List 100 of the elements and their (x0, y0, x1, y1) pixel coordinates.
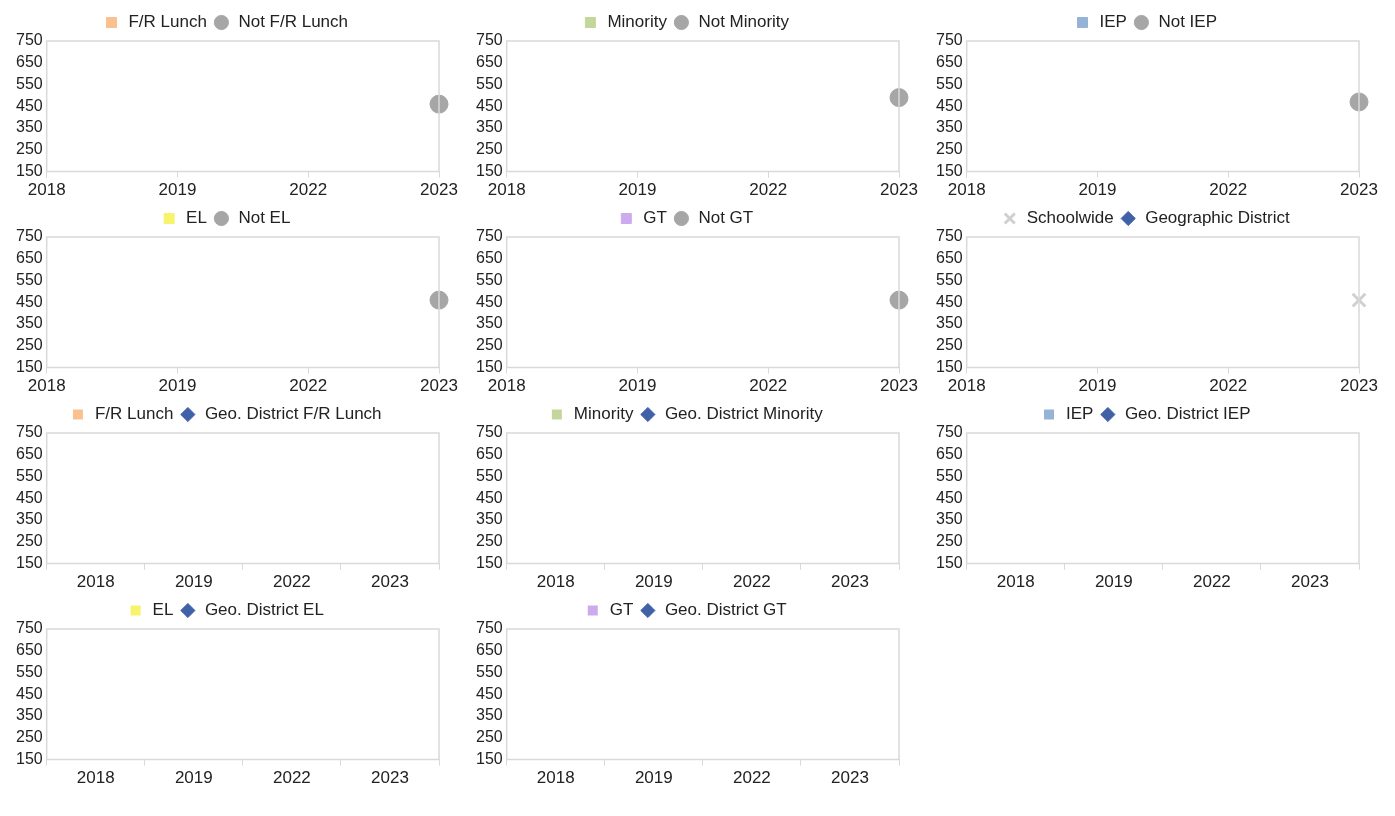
x-tick-label: 2022 (272, 572, 311, 592)
y-tick-label: 350 (935, 510, 963, 528)
y-tick-label: 350 (935, 314, 963, 332)
y-tick-label: 150 (15, 162, 43, 180)
legend-label: Geographic District (1145, 208, 1291, 228)
x-tick-label: 2018 (76, 768, 115, 788)
legend-label: EL (186, 208, 207, 228)
x-tick-label: 2018 (487, 376, 526, 396)
x-tick-label: 2022 (1192, 572, 1231, 592)
legend-label: Geo. District GT (664, 600, 787, 620)
legend-label: Geo. District Minority (664, 404, 824, 424)
y-tick-label: 550 (15, 270, 43, 288)
y-tick-label: 550 (475, 466, 503, 484)
x-tick-label: 2018 (27, 180, 66, 200)
legend-label: GT (643, 208, 667, 228)
x-tick-label: 2018 (996, 572, 1035, 592)
legend-label: Not GT (698, 208, 754, 228)
x-tick-label: 2019 (174, 572, 213, 592)
y-tick-label: 550 (475, 662, 503, 680)
y-tick-label: 450 (15, 684, 43, 702)
x-tick-label: 2022 (732, 572, 771, 592)
y-tick-label: 650 (475, 641, 503, 659)
y-tick-label: 750 (935, 423, 963, 441)
x-tick-label: 2022 (289, 180, 328, 200)
y-tick-label: 450 (15, 488, 43, 506)
y-tick-label: 550 (15, 74, 43, 92)
y-tick-label: 650 (935, 249, 963, 267)
legend-label: Not Minority (698, 12, 790, 32)
legend-label: Not IEP (1158, 12, 1217, 32)
y-tick-label: 150 (15, 750, 43, 768)
y-tick-label: 250 (15, 532, 43, 550)
y-tick-label: 250 (935, 336, 963, 354)
y-tick-label: 350 (475, 314, 503, 332)
x-tick-label: 2022 (1209, 180, 1248, 200)
x-tick-label: 2023 (371, 768, 409, 788)
y-tick-label: 650 (15, 641, 43, 659)
y-tick-label: 150 (475, 554, 503, 572)
y-tick-label: 550 (935, 270, 963, 288)
y-tick-label: 750 (935, 227, 963, 245)
y-tick-label: 250 (475, 336, 503, 354)
y-tick-label: 750 (475, 619, 503, 637)
y-tick-label: 250 (15, 728, 43, 746)
y-tick-label: 250 (475, 140, 503, 158)
y-tick-label: 750 (15, 619, 43, 637)
y-tick-label: 750 (935, 31, 963, 49)
legend-label: Not EL (238, 208, 291, 228)
y-tick-label: 350 (15, 706, 43, 724)
legend-label: F/R Lunch (94, 404, 174, 424)
x-tick-label: 2018 (487, 180, 526, 200)
x-tick-label: 2023 (1340, 376, 1378, 396)
y-tick-label: 750 (15, 31, 43, 49)
y-tick-label: 250 (935, 140, 963, 158)
y-tick-label: 350 (15, 314, 43, 332)
x-tick-label: 2023 (420, 180, 458, 200)
y-tick-label: 150 (935, 554, 963, 572)
x-tick-label: 2023 (880, 180, 918, 200)
x-tick-label: 2023 (1340, 180, 1378, 200)
y-tick-label: 150 (15, 358, 43, 376)
legend-label: IEP (1065, 404, 1094, 424)
x-tick-label: 2019 (618, 180, 657, 200)
x-tick-label: 2023 (831, 572, 869, 592)
y-tick-label: 150 (475, 162, 503, 180)
y-tick-label: 350 (935, 118, 963, 136)
legend-label: Geo. District IEP (1124, 404, 1251, 424)
x-tick-label: 2022 (289, 376, 328, 396)
y-tick-label: 250 (475, 728, 503, 746)
x-tick-label: 2019 (174, 768, 213, 788)
y-tick-label: 450 (15, 292, 43, 310)
y-tick-label: 450 (935, 292, 963, 310)
x-tick-label: 2019 (1094, 572, 1133, 592)
y-tick-label: 650 (935, 53, 963, 71)
y-tick-label: 150 (15, 554, 43, 572)
y-tick-label: 450 (475, 684, 503, 702)
y-tick-label: 150 (935, 162, 963, 180)
y-tick-label: 250 (15, 140, 43, 158)
x-tick-label: 2023 (371, 572, 409, 592)
y-tick-label: 250 (475, 532, 503, 550)
y-tick-label: 650 (475, 53, 503, 71)
y-tick-label: 250 (15, 336, 43, 354)
y-tick-label: 550 (15, 662, 43, 680)
y-tick-label: 150 (935, 358, 963, 376)
y-tick-label: 350 (475, 118, 503, 136)
x-tick-label: 2023 (880, 376, 918, 396)
y-tick-label: 150 (475, 358, 503, 376)
y-tick-label: 350 (475, 510, 503, 528)
y-tick-label: 650 (475, 249, 503, 267)
legend-label: Schoolwide (1026, 208, 1114, 228)
legend-label: Minority (573, 404, 634, 424)
x-tick-label: 2019 (158, 376, 197, 396)
x-tick-label: 2018 (947, 180, 986, 200)
y-tick-label: 350 (15, 510, 43, 528)
x-tick-label: 2018 (76, 572, 115, 592)
y-tick-label: 550 (935, 74, 963, 92)
x-tick-label: 2018 (27, 376, 66, 396)
legend-label: Geo. District F/R Lunch (204, 404, 382, 424)
x-tick-label: 2022 (749, 376, 788, 396)
legend-label: GT (609, 600, 634, 620)
legend-label: F/R Lunch (128, 12, 207, 32)
y-tick-label: 550 (935, 466, 963, 484)
y-tick-label: 750 (475, 423, 503, 441)
